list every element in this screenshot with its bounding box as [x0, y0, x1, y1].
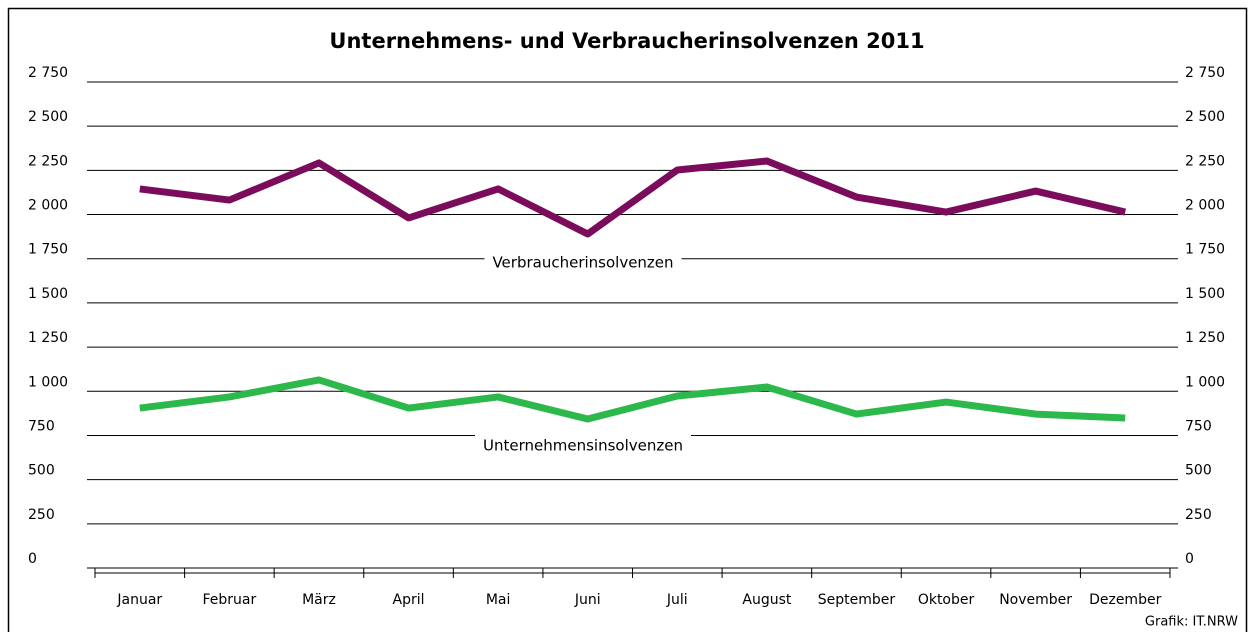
series-line [139, 376, 1126, 423]
x-tick-label: Mai [486, 592, 511, 608]
y2-tick-label: 2 250 [1185, 153, 1225, 169]
y2-tick-label: 0 [1185, 551, 1194, 567]
y-tick-label: 750 [28, 418, 55, 434]
y2-tick-label: 2 500 [1185, 109, 1225, 125]
y2-tick-label: 500 [1185, 463, 1212, 479]
y-tick-label: 1 500 [28, 286, 68, 302]
x-tick-label: Oktober [918, 592, 975, 608]
y-tick-label: 1 750 [28, 242, 68, 258]
y-tick-label: 2 500 [28, 109, 68, 125]
y2-tick-label: 1 750 [1185, 242, 1225, 258]
y2-tick-label: 1 250 [1185, 330, 1225, 346]
y-tick-label: 500 [28, 463, 55, 479]
y2-tick-label: 2 750 [1185, 65, 1225, 81]
x-tick-label: Dezember [1089, 592, 1161, 608]
x-tick-label: Februar [202, 592, 256, 608]
chart-border [7, 7, 1248, 632]
x-tick-label: Januar [116, 592, 162, 608]
y2-tick-label: 1 500 [1185, 286, 1225, 302]
series-line [139, 157, 1127, 238]
y-tick-label: 0 [28, 551, 37, 567]
x-tick-label: Juli [666, 592, 688, 608]
x-tick-label: April [393, 592, 425, 608]
label-background [475, 434, 691, 457]
y-tick-label: 2 750 [28, 65, 68, 81]
label-background [484, 251, 682, 274]
y-tick-label: 2 250 [28, 153, 68, 169]
x-tick-label: Juni [574, 592, 601, 608]
x-tick-label: November [999, 592, 1072, 608]
y-tick-label: 2 000 [28, 198, 68, 214]
y2-tick-label: 250 [1185, 507, 1212, 523]
x-tick-label: März [302, 592, 336, 608]
y-tick-label: 1 250 [28, 330, 68, 346]
chart-title: Unternehmens- und Verbraucherinsolvenzen… [329, 29, 924, 53]
y-tick-label: 1 000 [28, 374, 68, 390]
source-note: Grafik: IT.NRW [1145, 615, 1238, 630]
x-tick-label: September [818, 592, 896, 608]
series-label: Unternehmensinsolvenzen [483, 437, 683, 455]
y2-tick-label: 1 000 [1185, 374, 1225, 390]
x-tick-label: August [742, 592, 792, 608]
y-tick-label: 250 [28, 507, 55, 523]
series-label: Verbraucherinsolvenzen [492, 254, 673, 272]
y2-tick-label: 2 000 [1185, 198, 1225, 214]
y2-tick-label: 750 [1185, 418, 1212, 434]
